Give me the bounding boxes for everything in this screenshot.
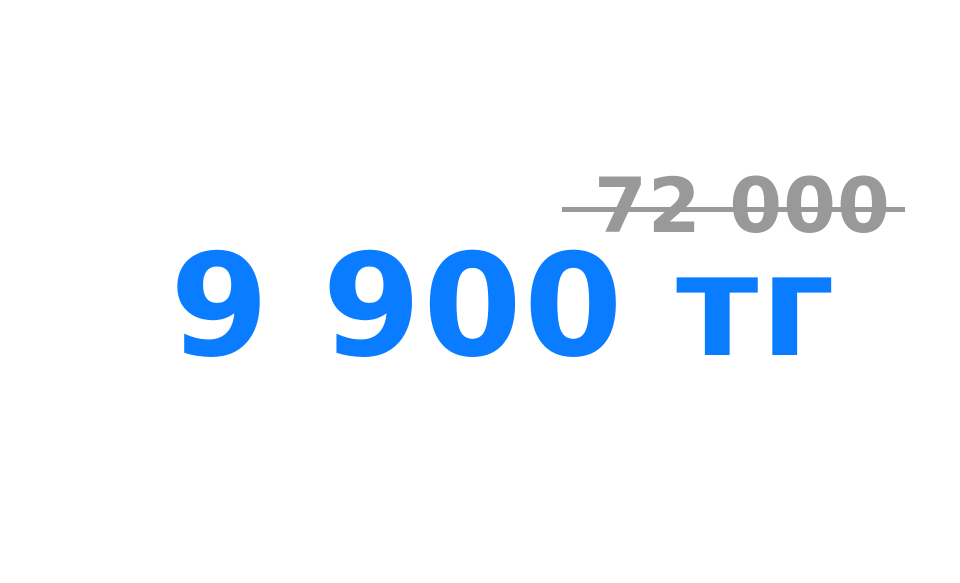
new-price: 9 900 тг — [170, 224, 837, 389]
strikethrough-line — [562, 207, 905, 212]
old-price: 72 000 — [594, 161, 891, 250]
